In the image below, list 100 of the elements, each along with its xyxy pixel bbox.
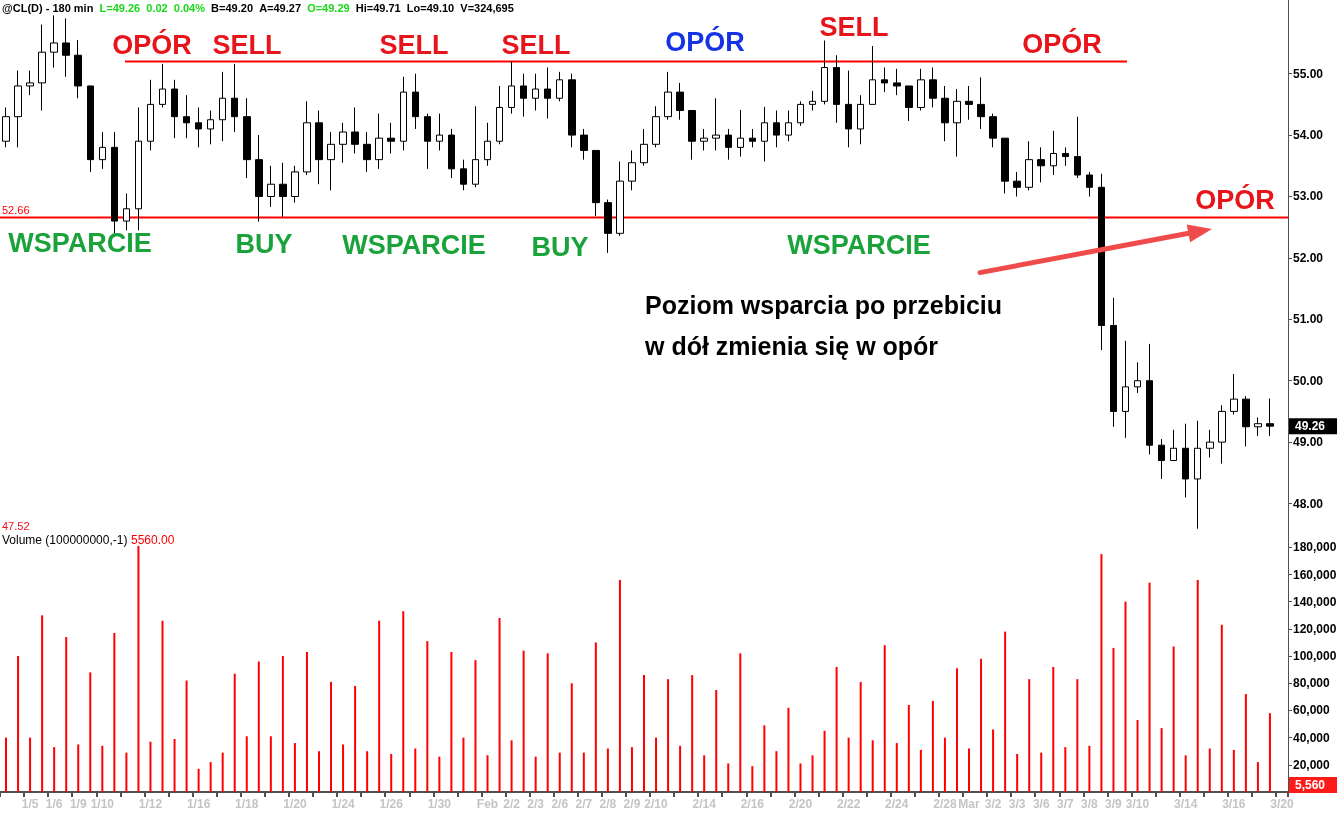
bar [1208, 748, 1211, 792]
bar [1148, 582, 1151, 792]
x-tick-label: 3/16 [1222, 797, 1246, 811]
y-tick-label: 80,000 [1293, 676, 1331, 691]
bar [895, 743, 898, 792]
bar [426, 641, 429, 792]
bar [859, 681, 862, 792]
candlestick [1242, 395, 1250, 447]
candlestick [893, 68, 901, 96]
bar [89, 672, 92, 792]
candlestick [1182, 423, 1189, 498]
bar [968, 748, 971, 792]
x-tick-label: 2/28 [933, 797, 957, 811]
y-tick-label: 52.00 [1293, 250, 1324, 265]
bar [883, 645, 886, 792]
x-tick-label: 3/10 [1125, 797, 1150, 811]
candlestick [1254, 417, 1262, 437]
bar [29, 737, 32, 792]
bar [269, 736, 272, 792]
candlestick [496, 85, 503, 145]
bar [679, 745, 682, 792]
candlestick [14, 70, 22, 148]
bar [17, 656, 20, 792]
bar [907, 705, 910, 792]
x-tick-label: 1/16 [186, 797, 211, 811]
bar [510, 740, 513, 792]
text: 5,560 [1295, 778, 1326, 792]
candlestick [339, 122, 347, 164]
bar [534, 756, 537, 792]
bar [5, 737, 8, 792]
bar [1100, 554, 1103, 792]
candlestick [26, 70, 34, 96]
candlestick [857, 94, 864, 145]
bar [498, 618, 501, 792]
candlestick [580, 128, 588, 161]
y-tick-label: 160,000 [1293, 567, 1337, 582]
bar [618, 579, 621, 792]
bar [799, 763, 802, 792]
bar [787, 707, 790, 792]
candlestick [917, 68, 925, 112]
bar [305, 651, 308, 792]
bar [173, 738, 176, 792]
candlestick [977, 76, 985, 130]
bar [330, 681, 333, 792]
bar [667, 679, 670, 792]
bar [1040, 752, 1043, 792]
bar [570, 683, 573, 792]
bar [101, 745, 104, 792]
candlestick [219, 71, 226, 142]
candlestick [737, 109, 744, 158]
x-tick-label: 3/2 [984, 797, 1002, 811]
y-tick-label: 50.00 [1293, 373, 1324, 388]
candlestick [1218, 404, 1226, 465]
y-tick-label: 49.00 [1293, 435, 1324, 450]
candlestick [135, 106, 142, 231]
bar [980, 658, 983, 792]
bar [185, 680, 188, 792]
bar [643, 675, 645, 792]
bar [390, 753, 393, 792]
candlestick [797, 100, 804, 127]
candlestick [725, 128, 732, 161]
candlestick [749, 128, 756, 148]
x-tick-label: Mar [958, 797, 981, 811]
candlestick [195, 106, 202, 148]
candlestick [99, 131, 106, 170]
candlestick [460, 159, 467, 191]
bar [1136, 719, 1139, 792]
annotation: BUY [531, 232, 589, 262]
x-tick-label: 2/7 [575, 797, 593, 811]
candlestick [1230, 373, 1238, 415]
bar [474, 660, 477, 792]
y-tick-label: 53.00 [1293, 189, 1324, 204]
bar [847, 737, 850, 792]
bar [41, 615, 44, 792]
annotation: SELL [501, 30, 571, 60]
candlestick [1158, 438, 1165, 480]
candlestick [243, 97, 251, 179]
x-tick-label: 2/6 [551, 797, 569, 811]
candlestick [231, 63, 238, 133]
bar [558, 752, 561, 792]
chart-title: @CL(D) - 180 min [2, 1, 94, 14]
y-tick-label: 54.00 [1293, 128, 1324, 143]
candlestick [628, 149, 636, 191]
annotation: 47.52 [2, 519, 30, 532]
candlestick [905, 85, 913, 122]
x-tick-label: 3/20 [1270, 797, 1294, 811]
bar [691, 675, 694, 792]
bar [1196, 579, 1199, 792]
candlestick [989, 113, 997, 148]
candlestick [448, 128, 455, 179]
bar [992, 729, 995, 792]
bar [293, 743, 296, 792]
bar [763, 725, 766, 792]
candlestick [315, 110, 323, 185]
x-tick-label: 2/14 [692, 797, 717, 811]
candlestick [87, 85, 94, 173]
y-tick-label: 180,000 [1293, 540, 1337, 555]
candlestick [1050, 130, 1057, 176]
x-tick-label: 2/8 [599, 797, 617, 811]
annotation: WSPARCIE [8, 228, 152, 258]
